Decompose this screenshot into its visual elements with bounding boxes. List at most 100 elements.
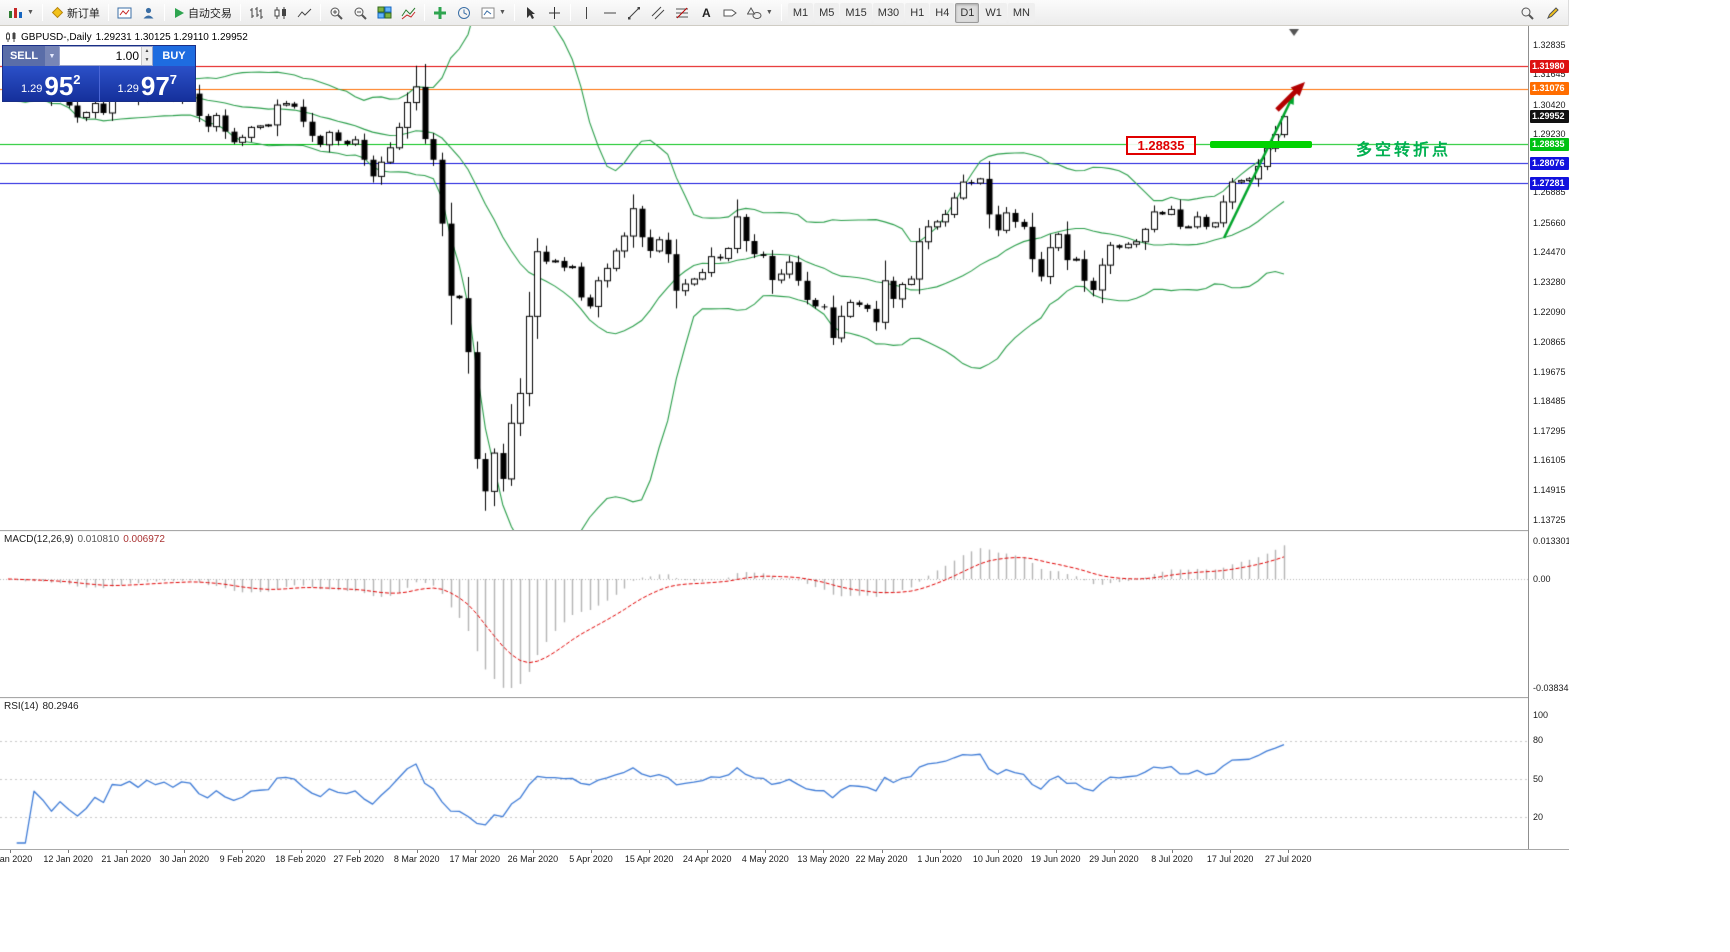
chart-mini-icon	[6, 32, 16, 42]
date-axis-label: 24 Apr 2020	[682, 854, 732, 864]
buy-button[interactable]: BUY	[153, 46, 195, 66]
timeframe-D1[interactable]: D1	[955, 2, 980, 23]
new-chart-button[interactable]: ▼	[4, 2, 38, 24]
candlestick-mode-button[interactable]	[269, 2, 292, 24]
sell-price-pip: 2	[73, 72, 81, 87]
search-button[interactable]	[1516, 2, 1539, 24]
price-tag: 1.27281	[1530, 176, 1569, 190]
date-tick	[591, 850, 592, 853]
date-axis-label: 26 Mar 2020	[507, 854, 559, 864]
candles-icon	[274, 6, 286, 19]
channel-tool-button[interactable]	[647, 2, 670, 24]
volume-spinner[interactable]: ▲ ▼	[141, 47, 152, 65]
timeframe-MN[interactable]: MN	[1007, 2, 1035, 23]
date-axis-label: 1 Jun 2020	[917, 854, 962, 864]
edit-button[interactable]	[1541, 2, 1564, 24]
chevron-down-icon: ▼	[27, 9, 34, 16]
price-tag: 1.31076	[1530, 82, 1569, 96]
autotrading-button[interactable]: 自动交易	[169, 2, 236, 24]
zoom-in-icon	[330, 7, 343, 20]
vertical-line-tool-button[interactable]	[575, 2, 598, 24]
ohlc-values: 1.29231 1.30125 1.29110 1.29952	[95, 31, 248, 43]
trade-options-dropdown[interactable]: ▼	[45, 46, 59, 66]
date-tick	[68, 850, 70, 853]
zoom-in-button[interactable]	[325, 2, 348, 24]
spin-down-icon[interactable]: ▼	[142, 56, 152, 65]
date-axis-label: 15 Apr 2020	[624, 854, 674, 864]
cursor-tool-button[interactable]	[519, 2, 542, 24]
macd-axis-max: 0.013301	[1533, 536, 1569, 546]
chart-window-icon	[117, 7, 132, 18]
zoom-out-icon	[354, 7, 367, 20]
profiles-button[interactable]	[137, 2, 160, 24]
level-annotation-box[interactable]: 1.28835	[1126, 136, 1196, 155]
text-tool-button[interactable]: A	[695, 2, 718, 24]
panel-separator[interactable]	[0, 530, 1569, 532]
date-axis[interactable]: 3 Jan 2020 12 Jan 2020 21 Jan 2020 30 Jan 2…	[0, 849, 1569, 869]
toolbar-separator	[569, 4, 571, 21]
macd-name: MACD(12,26,9)	[4, 534, 74, 545]
chart-window-button[interactable]	[113, 2, 136, 24]
pencil-icon	[1546, 6, 1559, 19]
date-tick	[416, 850, 418, 853]
indicators-button[interactable]	[429, 2, 452, 24]
date-axis-label: 3 Jan 2020	[0, 854, 33, 864]
periods-button[interactable]	[453, 2, 476, 24]
timeframe-H1[interactable]: H1	[905, 2, 930, 23]
rsi-panel-canvas[interactable]	[0, 699, 1528, 847]
timeframe-W1[interactable]: W1	[980, 2, 1007, 23]
trendline-tool-button[interactable]	[623, 2, 646, 24]
tile-windows-button[interactable]	[373, 2, 396, 24]
date-tick	[1288, 850, 1290, 853]
new-order-button[interactable]: 新订单	[47, 2, 104, 24]
sell-button[interactable]: SELL	[3, 46, 45, 66]
label-tool-button[interactable]	[719, 2, 742, 24]
zoom-out-button[interactable]	[349, 2, 372, 24]
toolbar-separator	[513, 4, 515, 21]
price-tag: 1.28076	[1530, 156, 1569, 170]
main-toolbar: ▼ 新订单 自动交易	[0, 0, 1568, 26]
date-axis-label: 17 Mar 2020	[449, 854, 501, 864]
timeframe-M1[interactable]: M1	[787, 2, 814, 23]
level-highlight-bar[interactable]	[1210, 141, 1312, 148]
bar-chart-mode-button[interactable]	[245, 2, 268, 24]
price-axis-label: 1.32835	[1533, 39, 1566, 50]
date-axis-label: 30 Jan 2020	[159, 854, 210, 864]
buy-price-display[interactable]: 1.29 97 7	[99, 66, 195, 101]
date-tick	[1113, 850, 1115, 853]
shapes-tool-button[interactable]: ▼	[743, 2, 777, 24]
turning-point-note[interactable]: 多空转折点	[1356, 142, 1452, 159]
text-tool-icon: A	[702, 5, 711, 20]
chart-area: 1.32835 1.31645 1.30420 1.29230 1.26885 1.256…	[0, 26, 1569, 952]
templates-button[interactable]: ▼	[477, 2, 510, 24]
auto-arrange-button[interactable]	[397, 2, 420, 24]
search-icon	[1521, 7, 1534, 20]
sell-price-display[interactable]: 1.29 95 2	[3, 66, 100, 101]
date-tick	[532, 850, 534, 853]
terminal-window: ▼ 新订单 自动交易	[0, 0, 1569, 952]
date-tick	[1055, 850, 1057, 853]
macd-signal-value: 0.006972	[123, 534, 165, 545]
date-axis-label: 19 Jun 2020	[1031, 854, 1081, 864]
timeframe-H4[interactable]: H4	[930, 2, 955, 23]
toolbar-separator	[423, 4, 425, 21]
timeframe-M15[interactable]: M15	[840, 2, 872, 23]
crosshair-tool-button[interactable]	[543, 2, 566, 24]
price-axis[interactable]: 1.32835 1.31645 1.30420 1.29230 1.26885 1.256…	[1528, 26, 1569, 849]
horizontal-line-tool-button[interactable]	[599, 2, 622, 24]
spin-up-icon[interactable]: ▲	[142, 47, 152, 56]
timeframe-M5[interactable]: M5	[814, 2, 840, 23]
fibonacci-tool-button[interactable]	[671, 2, 694, 24]
main-chart-canvas[interactable]	[0, 26, 1528, 530]
date-axis-label: 9 Feb 2020	[219, 854, 266, 864]
panel-separator[interactable]	[0, 697, 1569, 699]
timeframe-M30[interactable]: M30	[872, 2, 905, 23]
volume-input[interactable]	[60, 47, 141, 65]
buy-price-prefix: 1.29	[117, 83, 139, 95]
date-axis-label: 4 May 2020	[741, 854, 789, 864]
toolbar-separator	[780, 4, 782, 21]
macd-panel-canvas[interactable]	[0, 532, 1528, 697]
price-axis-label: 1.18485	[1533, 396, 1566, 407]
date-axis-label: 8 Mar 2020	[393, 854, 440, 864]
line-chart-mode-button[interactable]	[293, 2, 316, 24]
